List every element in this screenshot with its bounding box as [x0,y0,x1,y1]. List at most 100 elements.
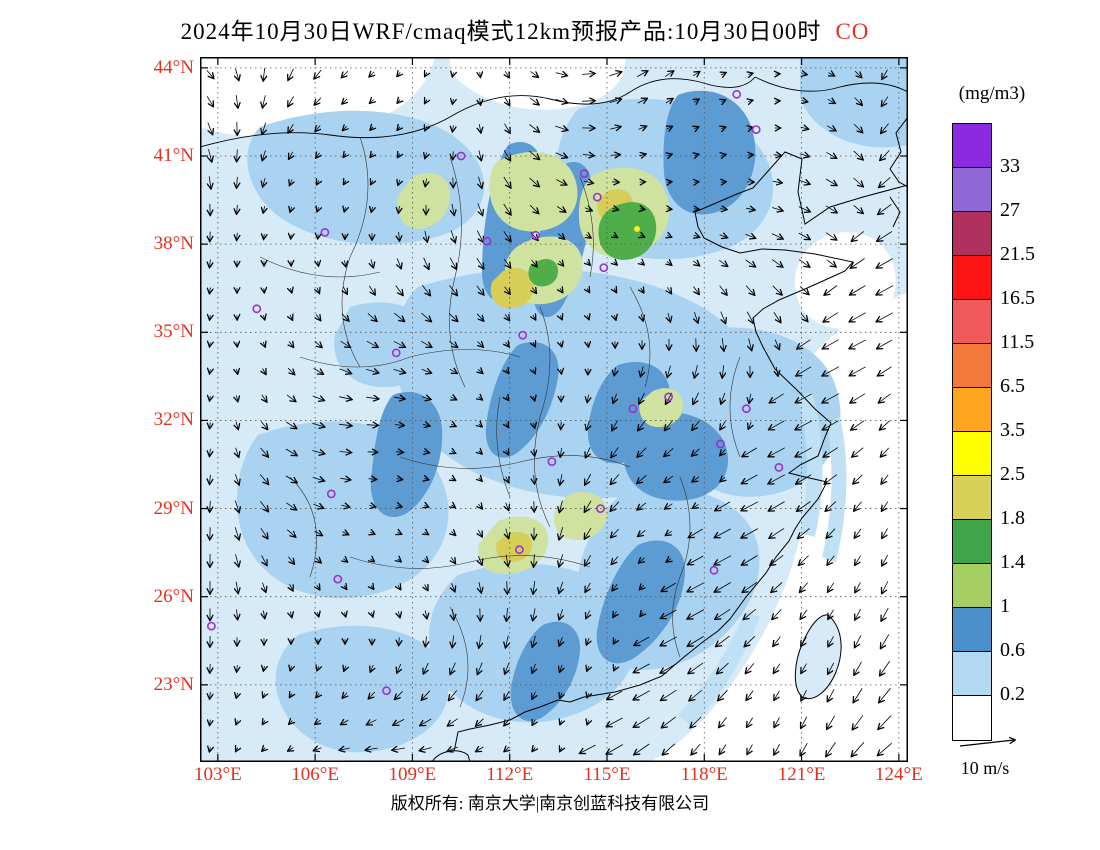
wind-vector [613,393,616,402]
wind-vector [291,666,292,669]
wind-vector [854,70,861,77]
wind-vector [694,100,698,103]
wind-vector [318,261,319,265]
wind-vector [316,558,321,562]
station-marker [456,151,466,161]
wind-vector [585,527,592,538]
wind-vector [776,366,778,375]
wind-vector [477,690,484,700]
wind-vector [425,100,427,103]
wind-vector [586,582,591,591]
wind-vector [882,501,889,510]
wind-vector [801,743,808,755]
wind-vector [370,72,374,76]
y-axis-tick-label: 29°N [153,497,194,519]
wind-vector [505,690,510,699]
wind-vector [209,149,212,161]
wind-vector [694,127,697,129]
wind-vector [802,663,807,673]
wind-vector [666,531,672,535]
wind-vector [719,259,726,265]
wind-vector [693,392,699,404]
wind-vector [854,688,863,701]
colorbar-segment [953,388,991,432]
wind-vector [612,447,619,456]
wind-vector [799,286,808,293]
wind-vector [452,635,453,647]
wind-vector [746,663,755,672]
wind-vector [748,74,751,75]
wind-vector [748,744,753,754]
wind-vector [688,582,704,591]
wind-vector [342,720,349,724]
wind-vector [556,180,565,185]
wind-vector [210,747,211,750]
y-axis-tick-label: 38°N [153,233,194,255]
wind-vector [366,369,377,372]
wind-vector [826,151,835,157]
station-marker [664,392,673,402]
colorbar-tick-label: 11.5 [1000,331,1035,353]
wind-vector [505,286,510,294]
wind-vector [772,208,782,211]
wind-vector [610,127,620,129]
wind-vector [695,365,698,377]
wind-vector [721,477,725,481]
wind-vector [614,612,617,617]
wind-vector [613,583,617,590]
wind-vector [877,312,893,321]
wind-vector [210,720,211,725]
wind-vector [503,149,510,160]
wind-vector [425,73,427,76]
wind-vector [716,501,731,510]
wind-vector [799,555,809,565]
wind-vector [635,743,650,754]
wind-vector [743,555,758,565]
wind-vector [774,743,780,754]
wind-vector [260,447,268,456]
wind-vector [476,257,483,268]
wind-vector [691,716,702,727]
wind-vector [715,555,732,565]
wind-vector [667,287,671,292]
wind-vector [421,718,432,725]
wind-vector [236,421,238,429]
colorbar-segment [953,432,991,476]
wind-vector [237,176,238,187]
x-axis-tick-label: 115°E [583,764,631,785]
wind-vector [880,687,891,702]
plot-border [200,57,908,762]
wind-vector [317,180,319,183]
wind-vector [503,176,510,187]
station-marker [326,489,336,499]
wind-vector [694,504,699,507]
wind-vector [667,154,671,155]
wind-vector [289,748,294,751]
wind-vector [317,207,318,210]
wind-vector [560,636,563,645]
wind-vector [828,582,835,591]
wind-vector [343,693,347,698]
wind-vector [798,259,809,267]
wind-vector [399,231,400,240]
wind-vector-layer [207,68,894,756]
wind-vector [882,554,888,565]
wind-vector [394,425,403,426]
wind-vector [534,449,535,455]
wind-vector [879,366,892,375]
wind-vector [507,607,508,620]
wind-vector [555,99,566,102]
wind-vector [774,663,781,673]
wind-vector [533,691,536,698]
wind-vector [581,744,596,753]
wind-vector [879,203,892,213]
wind-vector [851,393,866,403]
wind-vector [720,744,727,754]
wind-vector [398,559,401,561]
wind-vector [420,748,432,751]
wind-vector [828,689,835,700]
wind-vector [584,208,591,211]
wind-vector [532,259,537,266]
wind-vector [827,99,835,103]
